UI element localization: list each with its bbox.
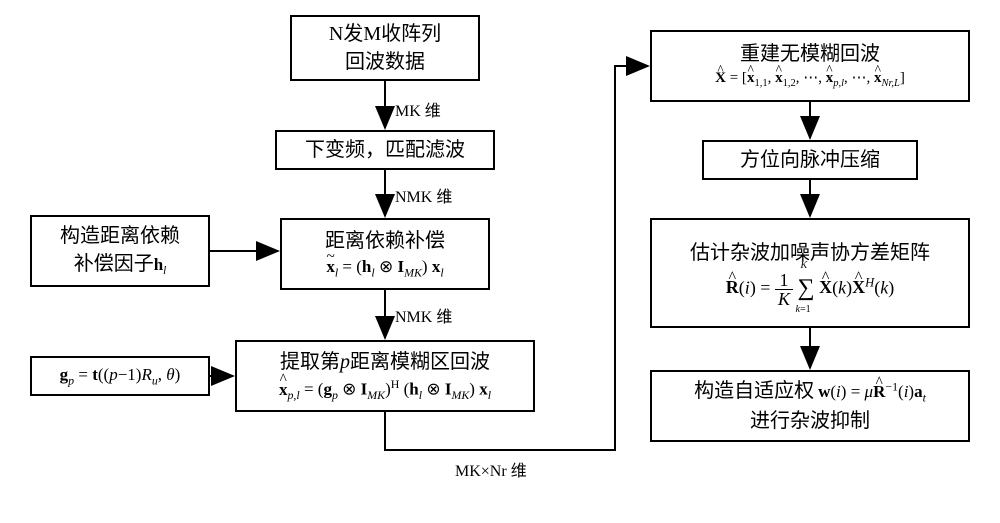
box-reconstruct-echo: 重建无模糊回波 X = [x1,1, x1,2, ⋯, xp,l, ⋯, xNr…: [650, 30, 970, 102]
b6-text: 重建无模糊回波: [740, 40, 880, 68]
b4-line1: 构造距离依赖: [60, 222, 180, 250]
b4-line2: 补偿因子hl: [74, 250, 167, 280]
b8-text: 估计杂波加噪声协方差矩阵: [690, 239, 930, 267]
b9-line1: 构造自适应权 w(i) = μR−1(i)at: [694, 377, 926, 406]
b3-formula: xl = (hl ⊗ IMK) xl: [326, 255, 443, 281]
box-adaptive-weight: 构造自适应权 w(i) = μR−1(i)at 进行杂波抑制: [650, 370, 970, 442]
box-extract-range-ambiguity: 提取第p距离模糊区回波 xp,l = (gp ⊗ IMK)H (hl ⊗ IMK…: [235, 340, 535, 412]
b3-text: 距离依赖补偿: [325, 227, 445, 255]
b9-line2: 进行杂波抑制: [750, 407, 870, 435]
label-mk: MK 维: [395, 97, 441, 121]
box-gp-definition: gp = t((p−1)Ru, θ): [30, 356, 210, 396]
box-downconvert: 下变频，匹配滤波: [275, 130, 495, 170]
box-estimate-covariance: 估计杂波加噪声协方差矩阵 R(i) = 1K K∑k=1 X(k)XH(k): [650, 218, 970, 328]
box-n-tx-m-rx: N发M收阵列 回波数据: [290, 15, 480, 81]
label-mknr: MK×Nr 维: [455, 457, 527, 481]
b7-text: 方位向脉冲压缩: [740, 146, 880, 174]
b1-line2: 回波数据: [345, 48, 425, 76]
box-range-compensation: 距离依赖补偿 xl = (hl ⊗ IMK) xl: [280, 218, 490, 290]
gp-formula: gp = t((p−1)Ru, θ): [60, 363, 181, 389]
b5-formula: xp,l = (gp ⊗ IMK)H (hl ⊗ IMK) xl: [279, 376, 491, 404]
b2-text: 下变频，匹配滤波: [305, 136, 465, 164]
box-azimuth-pulse-compression: 方位向脉冲压缩: [702, 140, 918, 180]
b1-line1: N发M收阵列: [329, 20, 441, 48]
b5-text: 提取第p距离模糊区回波: [280, 348, 490, 376]
b6-formula: X = [x1,1, x1,2, ⋯, xp,l, ⋯, xNr,L]: [715, 68, 905, 92]
label-nmk-2: NMK 维: [395, 303, 452, 327]
b8-formula: R(i) = 1K K∑k=1 X(k)XH(k): [726, 271, 894, 308]
label-nmk-1: NMK 维: [395, 183, 452, 207]
box-construct-compensation-factor: 构造距离依赖 补偿因子hl: [30, 215, 210, 287]
